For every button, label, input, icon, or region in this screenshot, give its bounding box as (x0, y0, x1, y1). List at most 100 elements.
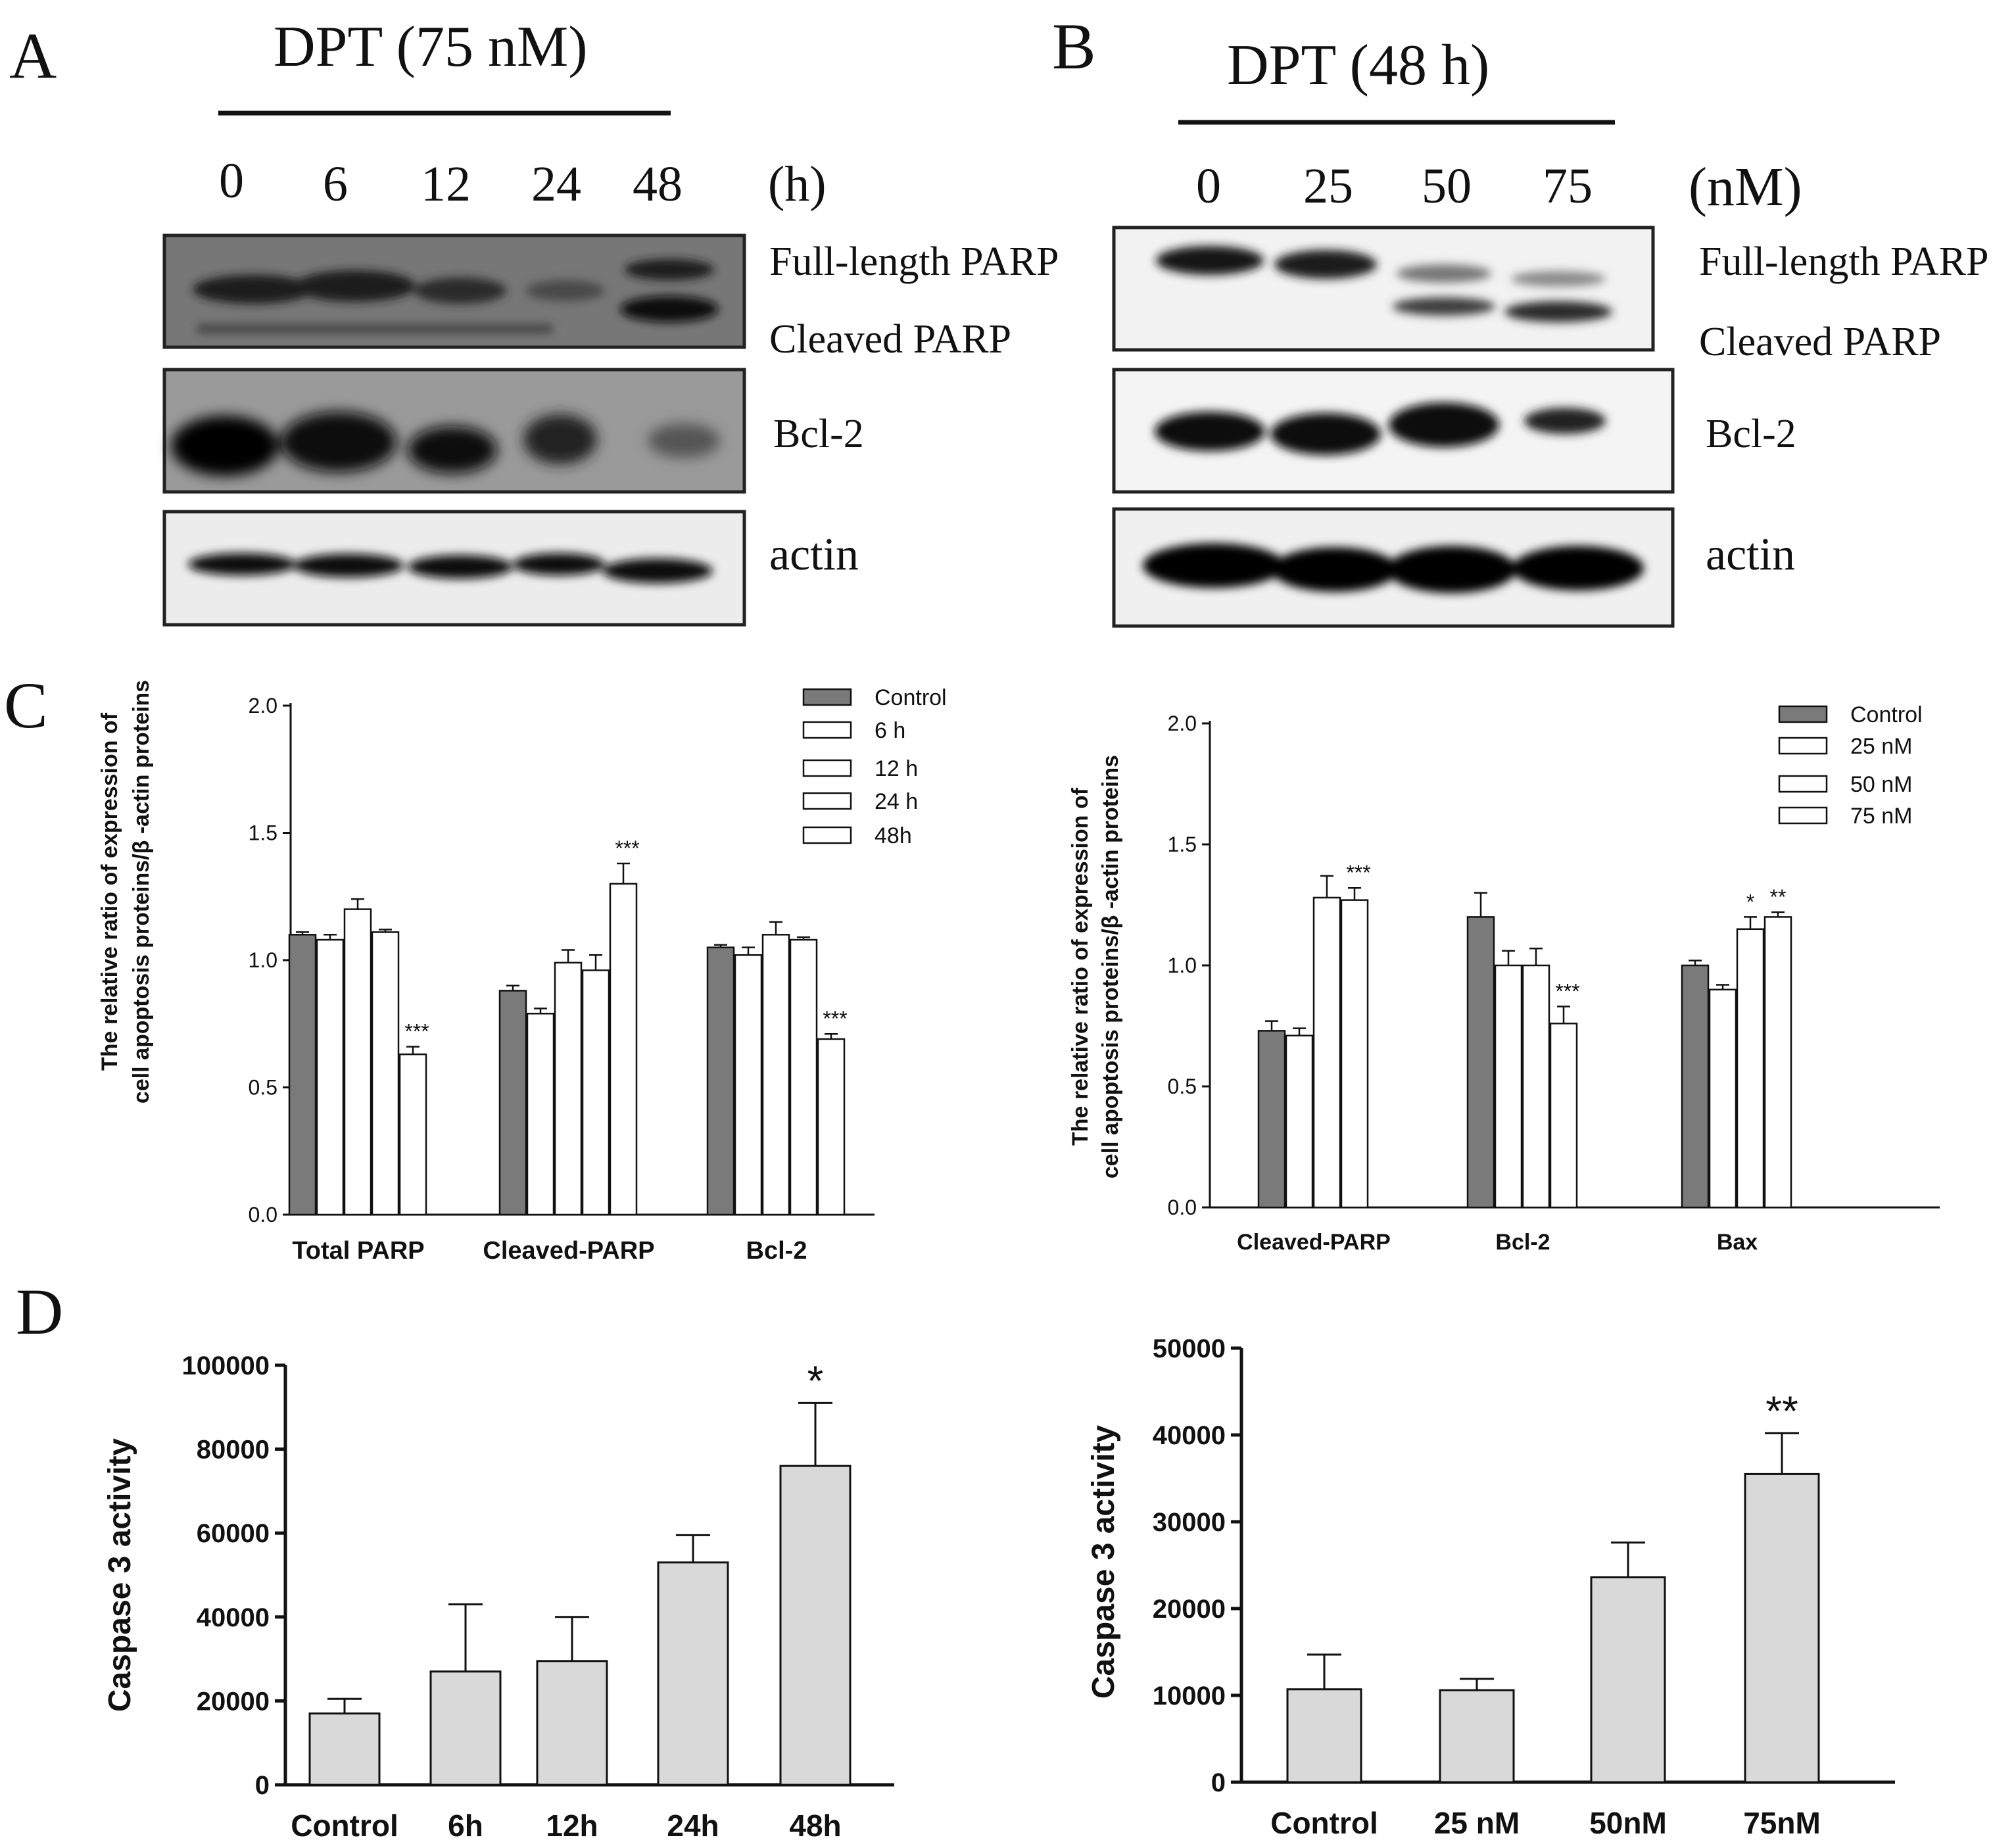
legend-label: 6 h (875, 718, 905, 743)
significance-mark: ** (1770, 885, 1787, 909)
bar (536, 1660, 608, 1786)
y-tick-label: 20000 (1153, 1595, 1226, 1624)
significance-mark: ** (1765, 1387, 1798, 1434)
legend-swatch (802, 759, 852, 777)
x-category-label: 75nM (1743, 1806, 1821, 1840)
panel-a-treatment: DPT (75 nM) (274, 15, 588, 79)
y-tick-label: 40000 (197, 1603, 270, 1632)
bar (657, 1561, 729, 1786)
legend-label: 48h (875, 823, 912, 848)
y-tick-label: 0.5 (249, 1076, 277, 1100)
bar (288, 934, 317, 1216)
bar (1708, 988, 1737, 1209)
panel-a-label-bcl2: Bcl-2 (773, 412, 864, 456)
y-tick-label: 0 (255, 1771, 270, 1800)
x-category-label: Cleaved-PARP (483, 1237, 654, 1265)
bar (1736, 928, 1765, 1209)
panel-a-lane-0: 0 (219, 153, 244, 208)
chart-d-right: 0 10000 20000 30000 40000 50000 Caspase 3 acti… (1086, 1334, 1895, 1840)
bar (817, 1038, 846, 1216)
bar (308, 1712, 381, 1786)
y-tick-label: 20000 (197, 1687, 270, 1716)
x-category-label: 50nM (1589, 1806, 1667, 1840)
bar (1286, 1688, 1362, 1783)
panel-b-blot-parp (1112, 226, 1655, 352)
panel-b-blot-bcl2 (1112, 368, 1675, 494)
bar (429, 1670, 502, 1786)
legend-swatch (1778, 737, 1828, 755)
significance-mark: *** (1555, 980, 1579, 1004)
legend: Control 6 h 12 h 24 h 48h (802, 685, 947, 848)
panel-a-lane-48: 48 (633, 157, 683, 212)
x-category-label: Total PARP (292, 1237, 424, 1265)
legend-swatch (802, 721, 852, 739)
y-tick-label: 60000 (197, 1519, 270, 1548)
panel-b-label-cleaved-parp: Cleaved PARP (1699, 320, 1941, 364)
bar (1522, 964, 1550, 1209)
x-category-label: 6h (448, 1808, 483, 1843)
bar (371, 931, 400, 1216)
bar (1257, 1030, 1286, 1209)
x-category-label: 24h (667, 1808, 719, 1843)
bar (1340, 899, 1369, 1209)
panel-a-label-actin: actin (769, 529, 859, 580)
significance-mark: *** (615, 837, 639, 860)
y-tick-label: 30000 (1153, 1508, 1226, 1537)
significance-mark: * (807, 1357, 824, 1404)
x-category-label: Bcl-2 (746, 1237, 807, 1265)
bar (789, 938, 818, 1216)
bar (1494, 964, 1523, 1209)
bar (609, 883, 638, 1216)
y-axis-label-line: cell apoptosis proteins/β -actin protein… (129, 680, 154, 1104)
significance-mark: * (1746, 890, 1754, 913)
bar (526, 1013, 555, 1216)
panel-b-lane-25: 25 (1303, 158, 1353, 214)
bar (1764, 916, 1792, 1209)
legend-label: 24 h (875, 789, 918, 814)
y-tick-label: 0.5 (1168, 1075, 1197, 1098)
y-tick-label: 1.0 (249, 948, 277, 972)
chart-c-left: 0.0 0.5 1.0 1.5 2.0 The relative ratio of exp… (97, 680, 947, 1265)
legend-label: 25 nM (1850, 734, 1913, 759)
bar (734, 954, 763, 1216)
panel-b-lane-75: 75 (1543, 158, 1593, 214)
panel-b-unit: (nM) (1689, 157, 1802, 218)
legend-label: 50 nM (1850, 772, 1913, 797)
x-category-label: Cleaved-PARP (1237, 1230, 1391, 1255)
chart-c-right: 0.0 0.5 1.0 1.5 2.0 The relative ratio of exp… (1068, 702, 1940, 1255)
x-category-label: Bax (1717, 1230, 1758, 1255)
panel-b-label-actin: actin (1706, 529, 1795, 580)
bar (761, 934, 790, 1216)
significance-mark: *** (404, 1020, 429, 1044)
x-category-label: 12h (546, 1808, 598, 1843)
bar (316, 938, 345, 1216)
legend: Control 25 nM 50 nM 75 nM (1778, 702, 1923, 829)
bar (1439, 1689, 1515, 1783)
y-tick-label: 80000 (197, 1436, 270, 1465)
bar (779, 1465, 852, 1786)
y-tick-label: 0 (1211, 1768, 1226, 1797)
y-tick-label: 50000 (1153, 1334, 1226, 1363)
panel-b-letter: B (1052, 10, 1096, 83)
x-category-label: Control (1270, 1806, 1378, 1840)
y-axis-label: Caspase 3 activity (1086, 1425, 1121, 1699)
x-category-label: 25 nM (1434, 1806, 1520, 1840)
bar (706, 946, 735, 1216)
y-axis-label: The relative ratio of expression of cell … (97, 680, 154, 1104)
y-tick-label: 1.5 (249, 821, 277, 845)
panel-a-letter: A (9, 19, 57, 92)
bar (554, 961, 583, 1216)
panel-b-lane-0: 0 (1196, 158, 1221, 214)
legend-swatch (802, 792, 852, 810)
bar (498, 990, 527, 1216)
legend-swatch (1778, 705, 1828, 723)
panel-a-unit: (h) (768, 157, 827, 212)
panel-a-blot-parp (162, 233, 746, 349)
panel-b: B DPT (48 h) 0 25 50 75 (nM) Full-length… (1052, 10, 1988, 628)
y-tick-label: 2.0 (249, 694, 277, 717)
legend-swatch (1778, 806, 1828, 825)
panel-b-lane-50: 50 (1422, 158, 1472, 214)
y-tick-label: 1.0 (1168, 954, 1197, 977)
legend-swatch (1778, 775, 1828, 793)
